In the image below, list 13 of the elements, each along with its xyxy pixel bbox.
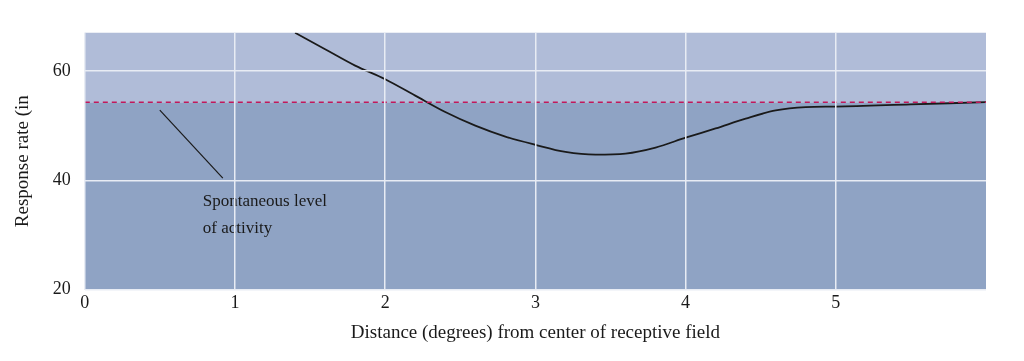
x-tick-label: 3 bbox=[530, 292, 540, 313]
x-tick-label: 4 bbox=[681, 292, 691, 313]
x-tick-label: 1 bbox=[230, 292, 240, 313]
y-tick-label: 60 bbox=[52, 59, 71, 80]
x-tick-label: 5 bbox=[831, 292, 841, 313]
ref-line-label: Spontaneous level of activity bbox=[202, 191, 328, 238]
y-tick-label: 20 bbox=[52, 278, 71, 299]
x-axis-title: Distance (degrees) from center of receptive field bbox=[350, 320, 721, 343]
y-tick-label: 40 bbox=[52, 169, 71, 190]
line-series bbox=[294, 32, 986, 156]
x-tick-label: 0 bbox=[80, 292, 90, 313]
x-tick-label: 2 bbox=[380, 292, 390, 313]
y-axis-title: Response rate (in bbox=[11, 94, 34, 228]
